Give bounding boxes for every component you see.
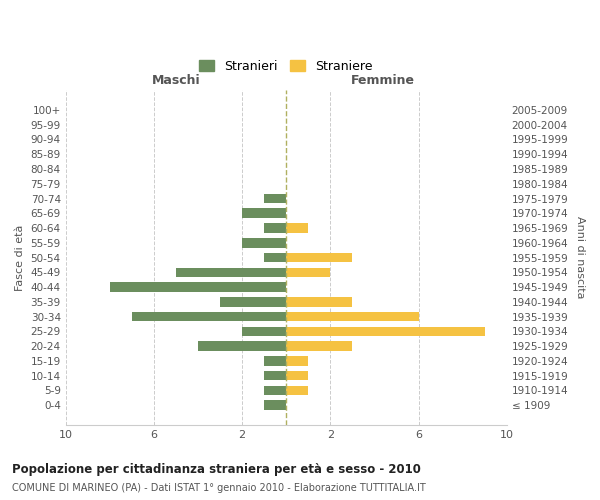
Bar: [264, 400, 286, 410]
Bar: [264, 371, 286, 380]
Bar: [286, 326, 485, 336]
Bar: [132, 312, 286, 322]
Bar: [264, 252, 286, 262]
Bar: [264, 356, 286, 366]
Bar: [286, 268, 331, 277]
Bar: [220, 297, 286, 306]
Bar: [242, 326, 286, 336]
Text: Femmine: Femmine: [351, 74, 415, 86]
Bar: [286, 342, 352, 351]
Bar: [264, 223, 286, 233]
Y-axis label: Anni di nascita: Anni di nascita: [575, 216, 585, 299]
Text: Maschi: Maschi: [152, 74, 200, 86]
Y-axis label: Fasce di età: Fasce di età: [15, 224, 25, 290]
Bar: [264, 194, 286, 203]
Text: Popolazione per cittadinanza straniera per età e sesso - 2010: Popolazione per cittadinanza straniera p…: [12, 462, 421, 475]
Bar: [286, 252, 352, 262]
Bar: [286, 386, 308, 395]
Legend: Stranieri, Straniere: Stranieri, Straniere: [196, 56, 377, 76]
Bar: [198, 342, 286, 351]
Text: COMUNE DI MARINEO (PA) - Dati ISTAT 1° gennaio 2010 - Elaborazione TUTTITALIA.IT: COMUNE DI MARINEO (PA) - Dati ISTAT 1° g…: [12, 483, 426, 493]
Bar: [110, 282, 286, 292]
Bar: [242, 238, 286, 248]
Bar: [264, 386, 286, 395]
Bar: [242, 208, 286, 218]
Bar: [286, 312, 419, 322]
Bar: [176, 268, 286, 277]
Bar: [286, 223, 308, 233]
Bar: [286, 356, 308, 366]
Bar: [286, 297, 352, 306]
Bar: [286, 371, 308, 380]
